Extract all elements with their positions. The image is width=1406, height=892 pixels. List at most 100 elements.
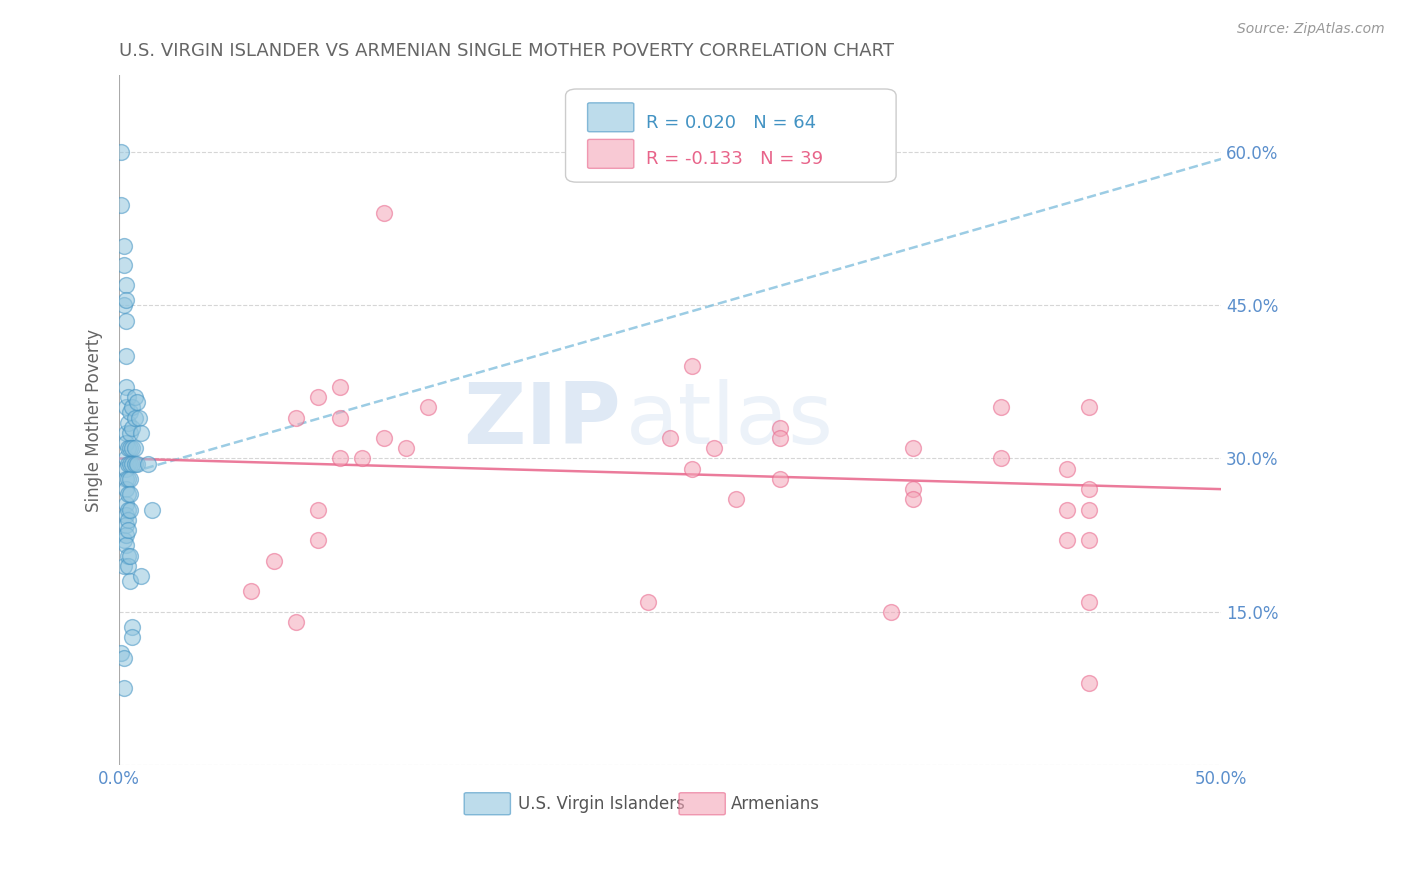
Point	[1077, 676, 1099, 690]
Point	[117, 549, 139, 563]
Point	[125, 457, 148, 471]
Point	[120, 502, 142, 516]
Point	[117, 416, 139, 430]
Point	[117, 457, 139, 471]
FancyBboxPatch shape	[588, 103, 634, 132]
Point	[128, 410, 150, 425]
Point	[121, 620, 143, 634]
Point	[1077, 401, 1099, 415]
Point	[240, 584, 263, 599]
Point	[115, 293, 138, 307]
Point	[284, 615, 307, 629]
Point	[121, 457, 143, 471]
Point	[115, 472, 138, 486]
Point	[990, 401, 1012, 415]
Point	[112, 533, 135, 548]
Point	[120, 574, 142, 588]
Point	[121, 421, 143, 435]
Point	[659, 431, 682, 445]
Point	[115, 517, 138, 532]
Point	[879, 605, 901, 619]
FancyBboxPatch shape	[588, 139, 634, 169]
Point	[124, 390, 146, 404]
Point	[124, 457, 146, 471]
Point	[1077, 482, 1099, 496]
Text: Armenians: Armenians	[731, 795, 820, 813]
Point	[769, 472, 792, 486]
Point	[110, 646, 132, 660]
Point	[112, 650, 135, 665]
Point	[263, 554, 285, 568]
Point	[350, 451, 373, 466]
Point	[115, 277, 138, 292]
Point	[120, 472, 142, 486]
FancyBboxPatch shape	[565, 89, 896, 182]
Point	[115, 313, 138, 327]
Text: atlas: atlas	[626, 379, 834, 462]
Point	[1077, 594, 1099, 608]
Point	[115, 436, 138, 450]
Point	[112, 558, 135, 573]
Point	[115, 349, 138, 363]
Point	[120, 457, 142, 471]
Point	[120, 425, 142, 440]
Point	[901, 482, 924, 496]
Point	[124, 410, 146, 425]
Point	[115, 508, 138, 522]
Point	[136, 457, 159, 471]
Point	[115, 451, 138, 466]
Point	[115, 461, 138, 475]
Point	[117, 513, 139, 527]
Point	[110, 198, 132, 212]
Point	[307, 533, 329, 548]
Point	[112, 298, 135, 312]
Point	[115, 498, 138, 512]
Point	[112, 258, 135, 272]
Point	[131, 425, 153, 440]
Point	[1056, 502, 1078, 516]
Point	[329, 451, 352, 466]
Point	[769, 421, 792, 435]
Point	[115, 401, 138, 415]
Point	[125, 395, 148, 409]
Point	[901, 492, 924, 507]
Point	[703, 442, 725, 456]
FancyBboxPatch shape	[464, 793, 510, 814]
Point	[1077, 502, 1099, 516]
Point	[121, 401, 143, 415]
Point	[373, 206, 395, 220]
Point	[117, 390, 139, 404]
Point	[117, 487, 139, 501]
Point	[115, 482, 138, 496]
Point	[395, 442, 418, 456]
Point	[141, 502, 163, 516]
Point	[681, 359, 703, 374]
Point	[115, 528, 138, 542]
Point	[901, 442, 924, 456]
Text: U.S. VIRGIN ISLANDER VS ARMENIAN SINGLE MOTHER POVERTY CORRELATION CHART: U.S. VIRGIN ISLANDER VS ARMENIAN SINGLE …	[120, 42, 894, 60]
Point	[329, 410, 352, 425]
Point	[117, 558, 139, 573]
Point	[117, 472, 139, 486]
Point	[329, 380, 352, 394]
Point	[121, 631, 143, 645]
Point	[990, 451, 1012, 466]
Text: Source: ZipAtlas.com: Source: ZipAtlas.com	[1237, 22, 1385, 37]
Point	[110, 145, 132, 159]
Point	[120, 549, 142, 563]
Text: ZIP: ZIP	[463, 379, 620, 462]
Point	[637, 594, 659, 608]
Point	[120, 405, 142, 419]
Point	[115, 380, 138, 394]
Point	[1056, 533, 1078, 548]
Point	[120, 487, 142, 501]
Point	[131, 569, 153, 583]
Text: U.S. Virgin Islanders: U.S. Virgin Islanders	[519, 795, 685, 813]
Point	[117, 442, 139, 456]
Point	[117, 502, 139, 516]
Point	[115, 538, 138, 552]
Point	[284, 410, 307, 425]
Text: R = -0.133   N = 39: R = -0.133 N = 39	[645, 151, 823, 169]
Point	[307, 502, 329, 516]
Point	[307, 390, 329, 404]
